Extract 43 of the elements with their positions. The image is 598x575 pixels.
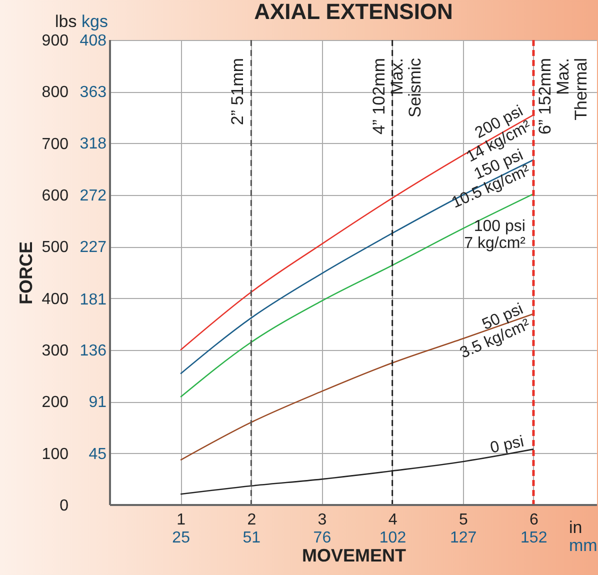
x2-tick-label: 127 <box>450 530 477 546</box>
y2-tick-label: 91 <box>88 394 107 411</box>
y-axis-title: FORCE <box>16 242 36 304</box>
x2-tick-label: 51 <box>242 530 261 546</box>
y2-tick-label: 136 <box>80 342 107 360</box>
y2-tick-label: 272 <box>80 188 107 205</box>
ref-line-label: 2” 51mm <box>228 58 248 126</box>
y2-tick-label: 318 <box>80 135 107 152</box>
ref-line-label: 4” 102mm Max. Seismic <box>369 58 424 135</box>
y-tick-label: 500 <box>42 239 69 256</box>
x-tick-label: 1 <box>176 512 186 528</box>
x2-tick-label: 25 <box>172 530 190 546</box>
y2-tick-label: 227 <box>80 238 107 256</box>
x2-tick-label: 152 <box>520 530 548 546</box>
y2-tick-label: 181 <box>80 291 107 308</box>
y-tick-label: 700 <box>42 136 69 153</box>
y-tick-label: 0 <box>60 498 69 514</box>
y-tick-label: 600 <box>42 188 69 204</box>
text: 0 psi <box>488 433 526 457</box>
x2-tick-label: 76 <box>313 530 332 546</box>
x-tick-label: 4 <box>388 512 398 528</box>
text: kgs <box>82 12 108 31</box>
x-tick-label: 5 <box>458 512 468 528</box>
x-axis-title: MOVEMENT <box>302 546 406 566</box>
y-tick-label: 100 <box>42 446 69 463</box>
y2-tick-label: 408 <box>80 32 107 50</box>
y2-tick-label: 45 <box>88 446 107 464</box>
x-tick-label: 3 <box>318 512 327 528</box>
y-tick-label: 900 <box>42 32 69 50</box>
text: in <box>569 518 582 537</box>
y-tick-label: 400 <box>42 290 69 308</box>
ref-line-label: 6” 152mm Max. Thermal <box>535 58 590 135</box>
y-tick-label: 200 <box>42 394 69 412</box>
chart-title: AXIAL EXTENSION <box>254 0 453 24</box>
x2-tick-label: 102 <box>379 530 406 546</box>
x-tick-label: 6 <box>530 512 539 528</box>
y-tick-label: 800 <box>42 84 69 102</box>
x-tick-label: 2 <box>247 512 256 528</box>
y-tick-label: 300 <box>42 342 69 360</box>
series-label: 100 psi 7 kg/cm² <box>464 218 526 252</box>
text: mm <box>569 536 598 555</box>
y2-tick-label: 363 <box>80 84 107 101</box>
text: lbs <box>55 12 77 31</box>
